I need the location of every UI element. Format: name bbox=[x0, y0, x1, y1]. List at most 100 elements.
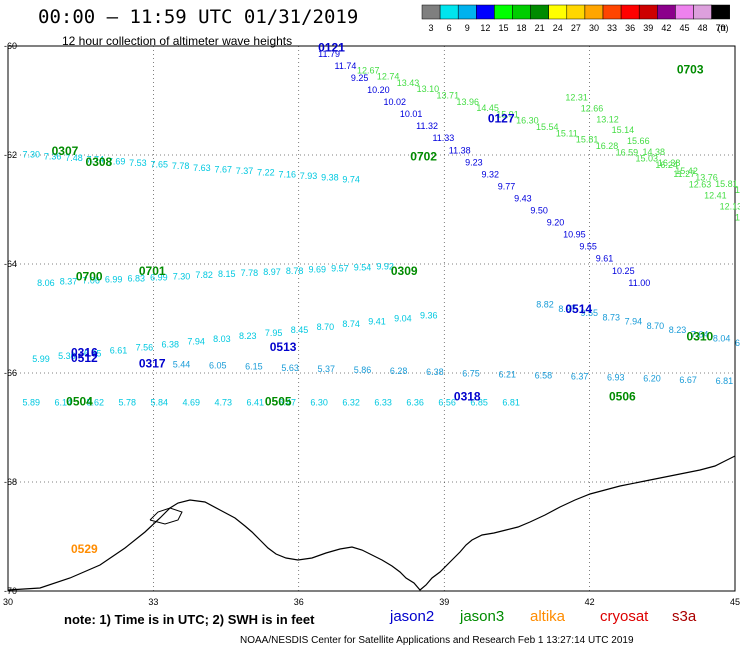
swh-value: 6.61 bbox=[110, 345, 128, 355]
map-frame bbox=[7, 45, 736, 592]
swh-value: 8.97 bbox=[263, 267, 281, 277]
swh-value: 7.78 bbox=[241, 268, 259, 278]
swh-value: 7.48 bbox=[65, 153, 83, 163]
pass-time-label: 0513 bbox=[270, 340, 297, 354]
pass-time-label: 0529 bbox=[71, 542, 98, 556]
legend-label: 27 bbox=[571, 23, 581, 33]
swh-value: 6.28 bbox=[390, 366, 408, 376]
swh-value: 5.99 bbox=[32, 354, 50, 364]
swh-value: 7.36 bbox=[44, 151, 62, 161]
swh-value: 11.38 bbox=[449, 145, 471, 155]
swh-value: 8.82 bbox=[536, 300, 554, 310]
lon-tick-label: 42 bbox=[585, 597, 595, 607]
swh-value: 6.14 bbox=[55, 398, 73, 408]
swh-value: 7.64 bbox=[691, 329, 709, 339]
swh-value: 6.15 bbox=[245, 362, 263, 372]
legend-label: 15 bbox=[498, 23, 508, 33]
lon-tick-label: 30 bbox=[3, 597, 13, 607]
legend-label: 9 bbox=[465, 23, 470, 33]
swh-value: 7.94 bbox=[187, 337, 205, 347]
swh-value: 11.27 bbox=[673, 169, 695, 179]
swh-value: 6.83 bbox=[128, 273, 146, 283]
swh-value: 9.43 bbox=[514, 193, 532, 203]
swh-value: 14.38 bbox=[642, 147, 665, 157]
pass-time-label: 0127 bbox=[488, 111, 515, 125]
swh-value: 16.59 bbox=[616, 147, 639, 157]
swh-value: 7.30 bbox=[23, 150, 41, 160]
satellite-label-s3a: s3a bbox=[672, 608, 697, 625]
legend-label: 39 bbox=[643, 23, 653, 33]
swh-value: 6.59 bbox=[735, 338, 740, 348]
pass-time-label: 0506 bbox=[609, 389, 636, 403]
lat-tick-label: -70 bbox=[4, 586, 17, 596]
swh-value: 9.36 bbox=[420, 311, 438, 321]
swh-value: 7.22 bbox=[257, 168, 275, 178]
color-legend: 3 6 9 12 15 18 21 24 27 30 33 36 39 42 45 48 70(ft) bbox=[421, 4, 730, 33]
swh-value: 12.74 bbox=[377, 72, 400, 82]
swh-value: 8.78 bbox=[286, 266, 304, 276]
swh-value: 9.23 bbox=[465, 157, 483, 167]
swh-value: 12.6 bbox=[735, 185, 740, 195]
swh-value: 13.71 bbox=[437, 90, 460, 100]
lat-tick-label: -66 bbox=[4, 368, 17, 378]
swh-value: 13.10 bbox=[417, 84, 440, 94]
legend-label: 33 bbox=[607, 23, 617, 33]
swh-value: 15.11 bbox=[556, 128, 578, 138]
swh-value: 8.70 bbox=[317, 322, 335, 332]
lon-tick-label: 36 bbox=[294, 597, 304, 607]
pass-time-label: 0308 bbox=[86, 155, 113, 169]
swh-value: 7.06 bbox=[82, 276, 100, 286]
legend-label: 36 bbox=[625, 23, 635, 33]
pass-time-label: 0702 bbox=[410, 149, 437, 163]
swh-value: 7.93 bbox=[300, 171, 318, 181]
swh-value: 8.97 bbox=[558, 304, 576, 314]
swh-value: 13.43 bbox=[397, 78, 420, 88]
lat-tick-label: -60 bbox=[4, 41, 17, 51]
pass-time-label: 0703 bbox=[677, 62, 704, 76]
swh-value: 9.20 bbox=[547, 218, 565, 228]
satellite-label-jason3: jason3 bbox=[460, 608, 505, 625]
swh-value: 10.25 bbox=[612, 266, 635, 276]
swh-value: 6.65 bbox=[84, 348, 102, 358]
swh-value: 7.74 bbox=[87, 155, 105, 165]
legend-label: 6 bbox=[447, 23, 452, 33]
swh-value: 9.54 bbox=[354, 263, 372, 273]
swh-value: 12.41 bbox=[704, 191, 727, 201]
swh-value: 9.61 bbox=[596, 254, 614, 264]
swh-value: 11.00 bbox=[628, 278, 650, 288]
swh-value: 8.37 bbox=[60, 277, 78, 287]
swh-value: 13.96 bbox=[456, 97, 479, 107]
swh-value: 7.82 bbox=[195, 270, 213, 280]
swh-value: 15.03 bbox=[636, 154, 659, 164]
swh-value: 7.53 bbox=[129, 158, 147, 168]
swh-value: 15.81 bbox=[715, 179, 738, 189]
pass-time-label: 0307 bbox=[52, 144, 79, 158]
swh-value: 6.99 bbox=[105, 275, 123, 285]
swh-value: 11.33 bbox=[432, 133, 454, 143]
lon-tick-label: 33 bbox=[148, 597, 158, 607]
lon-tick-label: 45 bbox=[730, 597, 740, 607]
swh-value: 5.37 bbox=[318, 364, 336, 374]
coastline-inlet bbox=[149, 507, 183, 525]
swh-value: 16.28 bbox=[596, 141, 619, 151]
pass-time-label: 0317 bbox=[139, 357, 166, 371]
swh-value: 7.78 bbox=[172, 161, 190, 171]
figure-subtitle: 12 hour collection of altimeter wave hei… bbox=[62, 34, 293, 48]
swh-value: 15.66 bbox=[627, 136, 650, 146]
swh-value: 12.13 bbox=[720, 202, 740, 212]
swh-value: 10.95 bbox=[563, 230, 586, 240]
swh-value: 7.16 bbox=[278, 169, 296, 179]
antarctic-coastline bbox=[7, 455, 736, 591]
swh-value: 7.37 bbox=[236, 166, 254, 176]
swh-value: 7.69 bbox=[108, 156, 126, 166]
legend-label: 48 bbox=[698, 23, 708, 33]
swh-value: 9.55 bbox=[580, 308, 598, 318]
figure-title: 00:00 – 11:59 UTC 01/31/2019 bbox=[38, 6, 359, 28]
legend-label: 45 bbox=[679, 23, 689, 33]
swh-value: 9.77 bbox=[498, 181, 516, 191]
swh-value: 6.93 bbox=[607, 373, 625, 383]
swh-value: 5.63 bbox=[281, 363, 299, 373]
pass-time-label: 0316 bbox=[71, 346, 98, 360]
